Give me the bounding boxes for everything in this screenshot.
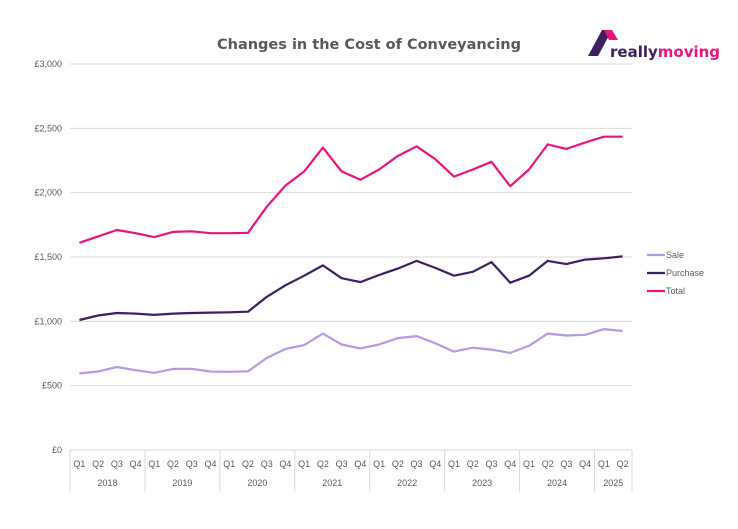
x-tick-label: Q2 [392,459,404,469]
year-label: 2019 [172,478,192,488]
x-tick-label: Q3 [411,459,423,469]
y-tick-label: £500 [42,381,62,391]
series-lines [79,135,623,375]
x-tick-label: Q3 [111,459,123,469]
y-tick-label: £2,500 [34,123,62,133]
x-tick-label: Q3 [186,459,198,469]
x-tick-label: Q4 [204,459,216,469]
chart-title: Changes in the Cost of Conveyancing [217,37,521,53]
x-tick-label: Q1 [523,459,535,469]
legend-label-total: Total [666,286,685,296]
y-tick-label: £1,000 [34,316,62,326]
x-tick-label: Q1 [298,459,310,469]
x-tick-label: Q2 [617,459,629,469]
x-tick-label: Q3 [560,459,572,469]
y-axis: £0 £500 £1,000 £1,500 £2,000 £2,500 £3,000 [34,59,62,455]
x-tick-label: Q2 [167,459,179,469]
x-tick-label: Q2 [467,459,479,469]
gridlines [70,63,632,387]
x-tick-label: Q4 [429,459,441,469]
logo-roof-accent-icon [604,30,618,40]
logo-roof-icon [588,30,612,56]
x-tick-label: Q1 [598,459,610,469]
series-line-purchase [79,255,623,322]
year-label: 2023 [472,478,492,488]
y-tick-label: £3,000 [34,59,62,69]
x-tick-label: Q2 [542,459,554,469]
year-label: 2024 [547,478,567,488]
x-tick-label: Q4 [279,459,291,469]
logo-word-really: really [610,43,658,61]
year-label: 2020 [247,478,267,488]
x-tick-label: Q4 [579,459,591,469]
logo-text: reallymoving [610,43,720,61]
logo: reallymoving [588,30,720,61]
x-tick-label: Q3 [336,459,348,469]
legend-label-purchase: Purchase [666,268,704,278]
y-tick-label: £0 [52,445,62,455]
x-tick-label: Q1 [223,459,235,469]
year-label: 2025 [603,478,623,488]
series-line-sale [79,328,623,375]
x-tick-label: Q4 [504,459,516,469]
logo-word-moving: moving [658,43,720,61]
x-tick-label: Q1 [373,459,385,469]
year-label: 2021 [322,478,342,488]
legend-label-sale: Sale [666,250,684,260]
y-tick-label: £1,500 [34,252,62,262]
legend: Sale Purchase Total [647,250,704,296]
x-tick-label: Q1 [73,459,85,469]
x-tick-label: Q1 [448,459,460,469]
x-tick-label: Q2 [92,459,104,469]
year-label: 2022 [397,478,417,488]
x-axis: Q1 Q2 Q3 Q4 Q1 Q2 Q3 Q4 Q1 Q2 Q3 Q4 Q1 Q2 Q3 Q4 Q1 Q2 Q3 Q4… [69,449,633,492]
y-tick-label: £2,000 [34,188,62,198]
x-tick-label: Q2 [242,459,254,469]
x-tick-label: Q4 [130,459,142,469]
year-label: 2018 [97,478,117,488]
x-tick-label: Q1 [148,459,160,469]
series-line-total [79,135,623,244]
x-tick-label: Q3 [485,459,497,469]
x-tick-label: Q3 [261,459,273,469]
x-tick-label: Q2 [317,459,329,469]
x-tick-label: Q4 [354,459,366,469]
